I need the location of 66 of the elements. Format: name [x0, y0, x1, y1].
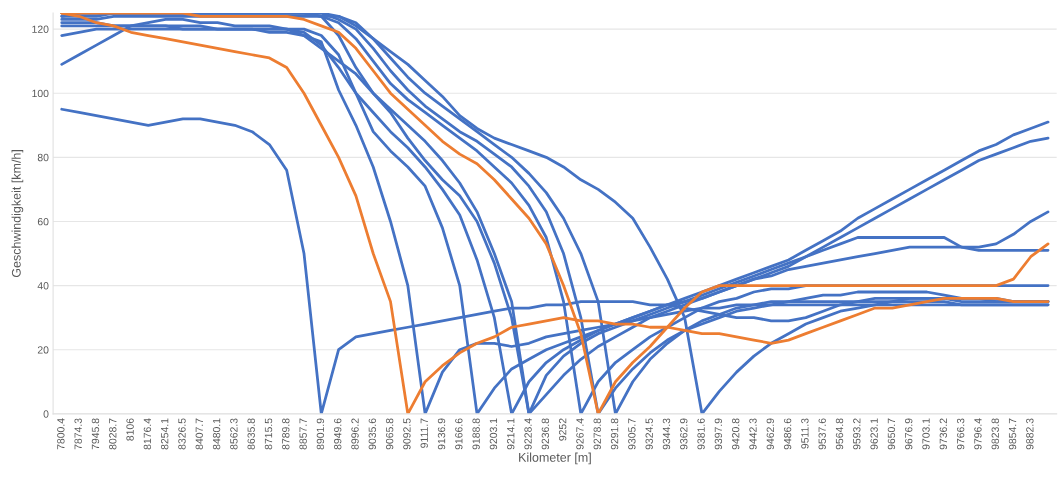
x-tick-label: 9381.6 [697, 418, 705, 450]
x-tick-label: 8106 [126, 418, 134, 441]
x-tick-label: 9593.2 [853, 418, 861, 450]
y-tick-label: 20 [37, 346, 49, 354]
x-tick-label: 9203.1 [489, 418, 498, 450]
x-tick-label: 9092.5 [403, 418, 411, 450]
y-tick-label: 60 [37, 217, 49, 226]
x-tick-label: 9442.3 [749, 418, 757, 450]
x-tick-label: 9397.9 [714, 418, 723, 450]
x-tick-label: 8407.7 [195, 418, 203, 450]
x-tick-label: 8901.9 [316, 418, 325, 450]
x-tick-label: 8789.8 [282, 418, 290, 450]
x-tick-label: 8326.5 [178, 418, 186, 450]
x-tick-label: 8176.4 [143, 418, 152, 450]
y-tick-label: 120 [32, 25, 49, 33]
y-tick-label: 100 [32, 89, 49, 98]
x-tick-label: 8996.2 [351, 418, 359, 450]
x-tick-label: 8254.1 [160, 418, 169, 450]
x-tick-label: 9236.8 [541, 418, 550, 450]
x-tick-label: 9166.6 [455, 418, 463, 450]
y-tick-label: 40 [37, 282, 49, 290]
x-tick-label: 9214.1 [507, 418, 515, 450]
x-tick-label: 8562.3 [230, 418, 238, 450]
x-tick-label: 8480.1 [212, 418, 221, 450]
y-axis-title: Geschwindigkeit [km/h] [11, 150, 24, 278]
x-tick-label: 8028.7 [109, 418, 117, 450]
x-tick-label: 9252 [558, 418, 567, 441]
x-tick-label: 9324.5 [645, 418, 653, 450]
x-tick-label: 9650.7 [887, 418, 896, 450]
x-tick-label: 9420.8 [732, 418, 740, 450]
x-tick-label: 9486.6 [783, 418, 792, 450]
x-tick-label: 9291.8 [610, 418, 619, 450]
x-tick-label: 9564.8 [835, 418, 844, 450]
x-tick-label: 7945.8 [91, 418, 100, 450]
x-tick-label: 7800.4 [57, 418, 65, 450]
x-tick-label: 9823.8 [991, 418, 999, 450]
x-tick-label: 8715.5 [264, 418, 273, 450]
x-tick-label: 8635.8 [247, 418, 255, 450]
x-tick-label: 9676.9 [905, 418, 913, 450]
x-tick-label: 9462.9 [766, 418, 774, 450]
x-tick-label: 9623.1 [870, 418, 878, 450]
x-tick-label: 9511.3 [801, 418, 809, 449]
x-tick-label: 9188.8 [472, 418, 480, 450]
x-tick-label: 9766.3 [956, 418, 965, 450]
y-tick-label: 80 [37, 153, 49, 162]
x-tick-label: 7874.3 [74, 418, 82, 450]
x-tick-label: 9362.9 [680, 418, 688, 450]
x-tick-label: 9537.6 [818, 418, 826, 450]
x-tick-label: 9703.1 [922, 418, 930, 450]
x-tick-label: 9882.3 [1026, 418, 1034, 450]
x-tick-label: 9305.7 [628, 418, 636, 450]
y-tick-label: 0 [43, 410, 49, 418]
x-tick-label: 9267.4 [576, 418, 584, 450]
x-tick-label: 8857.7 [299, 418, 307, 450]
x-tick-label: 9228.4 [524, 418, 532, 450]
x-tick-label: 9344.3 [662, 418, 671, 450]
x-axis-title: Kilometer [m] [519, 452, 591, 465]
x-tick-label: 9035.6 [368, 418, 377, 450]
x-tick-label: 9065.8 [385, 418, 394, 450]
x-tick-label: 9736.2 [939, 418, 948, 450]
x-tick-label: 9796.4 [974, 418, 982, 450]
x-tick-label: 9854.7 [1008, 418, 1017, 450]
x-tick-label: 9136.9 [437, 418, 446, 450]
x-tick-label: 8949.6 [334, 418, 342, 450]
x-tick-label: 9111.7 [420, 418, 428, 448]
x-tick-label: 9278.8 [593, 418, 601, 450]
